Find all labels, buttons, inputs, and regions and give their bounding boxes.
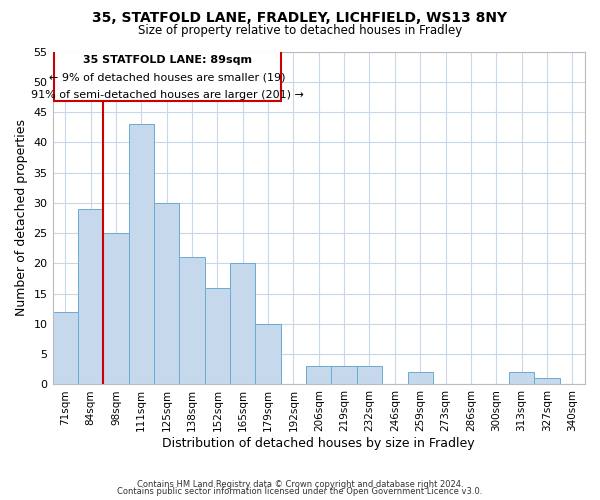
Bar xyxy=(179,258,205,384)
Text: Contains HM Land Registry data © Crown copyright and database right 2024.: Contains HM Land Registry data © Crown c… xyxy=(137,480,463,489)
Bar xyxy=(407,372,433,384)
Text: 91% of semi-detached houses are larger (201) →: 91% of semi-detached houses are larger (… xyxy=(31,90,304,100)
Bar xyxy=(103,233,128,384)
Text: 35, STATFOLD LANE, FRADLEY, LICHFIELD, WS13 8NY: 35, STATFOLD LANE, FRADLEY, LICHFIELD, W… xyxy=(92,11,508,25)
Bar xyxy=(78,209,103,384)
Bar xyxy=(256,324,281,384)
Text: 35 STATFOLD LANE: 89sqm: 35 STATFOLD LANE: 89sqm xyxy=(83,55,252,65)
X-axis label: Distribution of detached houses by size in Fradley: Distribution of detached houses by size … xyxy=(163,437,475,450)
Bar xyxy=(154,203,179,384)
FancyBboxPatch shape xyxy=(54,50,281,101)
Bar xyxy=(331,366,357,384)
Text: Size of property relative to detached houses in Fradley: Size of property relative to detached ho… xyxy=(138,24,462,37)
Bar xyxy=(205,288,230,384)
Bar xyxy=(357,366,382,384)
Bar xyxy=(509,372,534,384)
Bar xyxy=(128,124,154,384)
Y-axis label: Number of detached properties: Number of detached properties xyxy=(15,120,28,316)
Text: Contains public sector information licensed under the Open Government Licence v3: Contains public sector information licen… xyxy=(118,488,482,496)
Bar xyxy=(306,366,331,384)
Bar xyxy=(230,264,256,384)
Text: ← 9% of detached houses are smaller (19): ← 9% of detached houses are smaller (19) xyxy=(49,72,286,83)
Bar xyxy=(53,312,78,384)
Bar xyxy=(534,378,560,384)
